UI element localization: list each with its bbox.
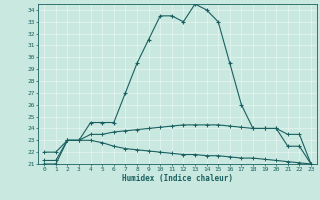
X-axis label: Humidex (Indice chaleur): Humidex (Indice chaleur) (122, 174, 233, 183)
